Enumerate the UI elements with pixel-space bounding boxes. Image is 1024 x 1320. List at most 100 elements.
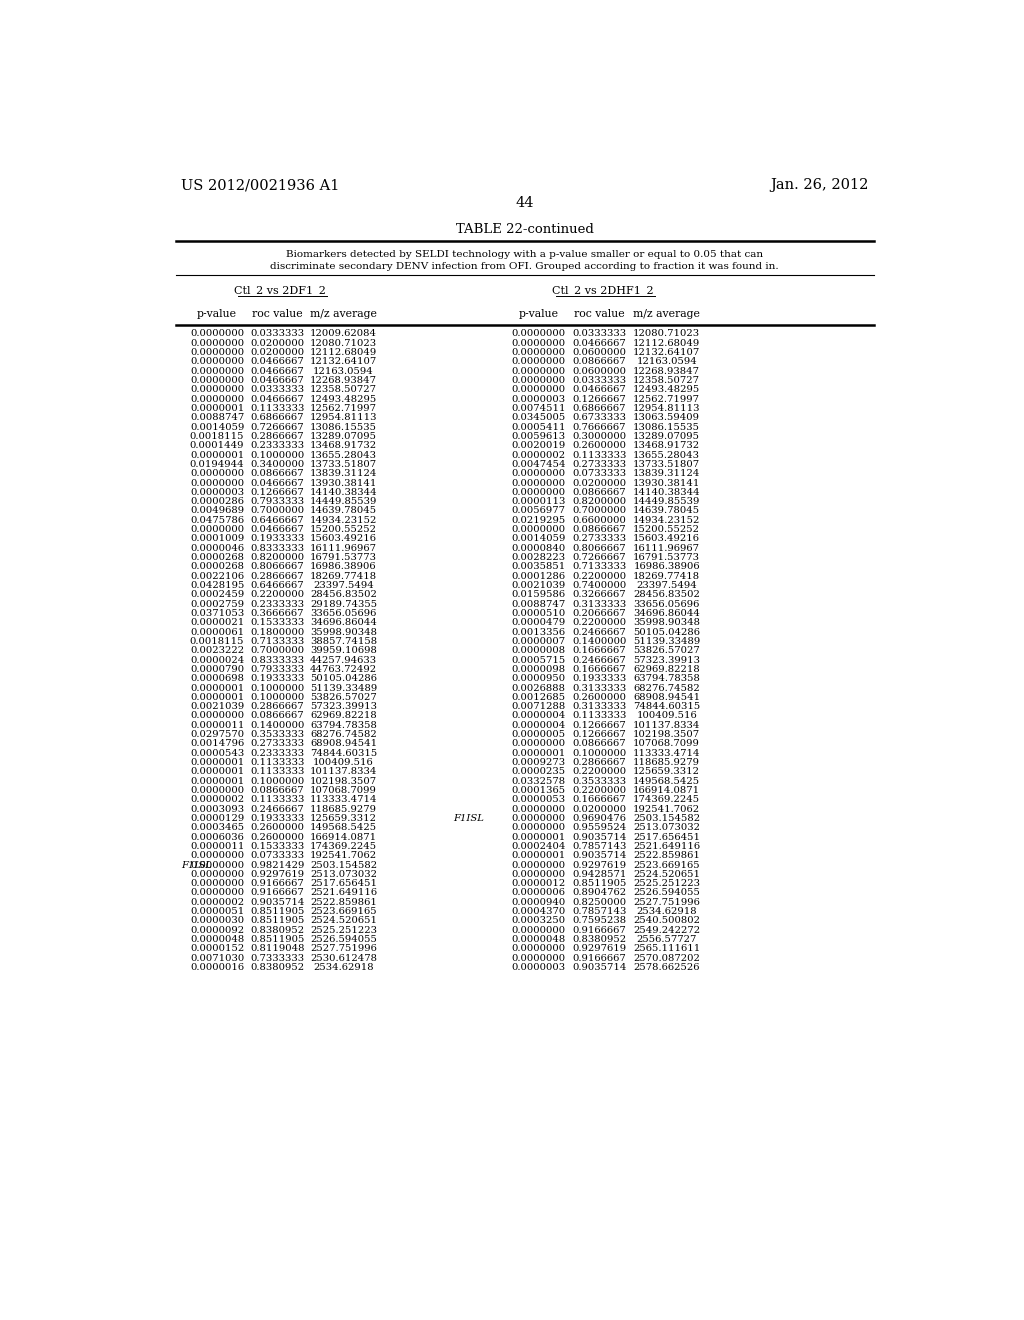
Text: 2540.500802: 2540.500802 xyxy=(633,916,700,925)
Text: 2521.649116: 2521.649116 xyxy=(633,842,700,851)
Text: 0.0866667: 0.0866667 xyxy=(251,785,304,795)
Text: 0.0000000: 0.0000000 xyxy=(512,925,566,935)
Text: 16791.53773: 16791.53773 xyxy=(633,553,700,562)
Text: 0.0088747: 0.0088747 xyxy=(512,599,566,609)
Text: 33656.05696: 33656.05696 xyxy=(634,599,699,609)
Text: 0.0000001: 0.0000001 xyxy=(190,404,245,413)
Text: 0.0000268: 0.0000268 xyxy=(190,562,244,572)
Text: 51139.33489: 51139.33489 xyxy=(633,638,700,645)
Text: 0.0000000: 0.0000000 xyxy=(190,367,244,376)
Text: 2525.251223: 2525.251223 xyxy=(633,879,700,888)
Text: 101137.8334: 101137.8334 xyxy=(633,721,700,730)
Text: 0.8333333: 0.8333333 xyxy=(251,544,304,553)
Text: 0.0000510: 0.0000510 xyxy=(512,609,566,618)
Text: 0.0003093: 0.0003093 xyxy=(190,805,244,813)
Text: 13086.15535: 13086.15535 xyxy=(633,422,700,432)
Text: m/z average: m/z average xyxy=(633,309,700,319)
Text: 34696.86044: 34696.86044 xyxy=(633,609,700,618)
Text: 0.6466667: 0.6466667 xyxy=(251,581,304,590)
Text: 0.7933333: 0.7933333 xyxy=(251,498,304,506)
Text: 0.1000000: 0.1000000 xyxy=(251,684,305,693)
Text: 0.0333333: 0.0333333 xyxy=(572,330,627,338)
Text: 38857.74158: 38857.74158 xyxy=(310,638,377,645)
Text: 0.0000268: 0.0000268 xyxy=(190,553,244,562)
Text: 0.0000001: 0.0000001 xyxy=(512,833,566,842)
Text: 13086.15535: 13086.15535 xyxy=(310,422,377,432)
Text: 166914.0871: 166914.0871 xyxy=(310,833,377,842)
Text: 0.1133333: 0.1133333 xyxy=(572,711,627,721)
Text: 0.8066667: 0.8066667 xyxy=(572,544,626,553)
Text: 0.8119048: 0.8119048 xyxy=(250,944,305,953)
Text: 44: 44 xyxy=(515,197,535,210)
Text: 0.0009273: 0.0009273 xyxy=(512,758,566,767)
Text: 0.0000021: 0.0000021 xyxy=(190,618,245,627)
Text: 0.1933333: 0.1933333 xyxy=(251,535,305,544)
Text: 0.7666667: 0.7666667 xyxy=(572,422,626,432)
Text: 50105.04286: 50105.04286 xyxy=(310,675,377,684)
Text: 0.0002459: 0.0002459 xyxy=(190,590,245,599)
Text: 166914.0871: 166914.0871 xyxy=(633,785,700,795)
Text: 0.8250000: 0.8250000 xyxy=(572,898,627,907)
Text: 0.1533333: 0.1533333 xyxy=(251,618,305,627)
Text: 35998.90348: 35998.90348 xyxy=(633,618,700,627)
Text: 0.1133333: 0.1133333 xyxy=(251,796,305,804)
Text: 0.2866667: 0.2866667 xyxy=(251,572,304,581)
Text: 0.0000129: 0.0000129 xyxy=(190,814,245,822)
Text: 0.7266667: 0.7266667 xyxy=(572,553,626,562)
Text: 0.0000046: 0.0000046 xyxy=(190,544,244,553)
Text: 0.8511905: 0.8511905 xyxy=(251,916,305,925)
Text: 0.0002404: 0.0002404 xyxy=(512,842,566,851)
Text: 107068.7099: 107068.7099 xyxy=(310,785,377,795)
Text: 0.0047454: 0.0047454 xyxy=(512,459,566,469)
Text: 0.1133333: 0.1133333 xyxy=(251,404,305,413)
Text: 14639.78045: 14639.78045 xyxy=(310,507,377,516)
Text: 0.0194944: 0.0194944 xyxy=(189,459,245,469)
Text: 0.3400000: 0.3400000 xyxy=(251,459,305,469)
Text: 0.2066667: 0.2066667 xyxy=(572,609,626,618)
Text: 149568.5425: 149568.5425 xyxy=(310,824,377,833)
Text: 0.0000053: 0.0000053 xyxy=(512,796,566,804)
Text: 0.0035851: 0.0035851 xyxy=(512,562,566,572)
Text: 0.0013356: 0.0013356 xyxy=(512,627,566,636)
Text: 0.0000048: 0.0000048 xyxy=(190,935,245,944)
Text: 16791.53773: 16791.53773 xyxy=(310,553,377,562)
Text: 12562.71997: 12562.71997 xyxy=(310,404,377,413)
Text: 0.0001365: 0.0001365 xyxy=(512,785,566,795)
Text: 0.0733333: 0.0733333 xyxy=(572,469,627,478)
Text: 0.0000000: 0.0000000 xyxy=(190,851,244,861)
Text: 0.8380952: 0.8380952 xyxy=(251,964,304,972)
Text: F1ISL: F1ISL xyxy=(454,814,484,822)
Text: roc value: roc value xyxy=(252,309,303,319)
Text: Biomarkers detected by SELDI technology with a p-value smaller or equal to 0.05 : Biomarkers detected by SELDI technology … xyxy=(287,251,763,259)
Text: 100409.516: 100409.516 xyxy=(636,711,697,721)
Text: 0.7933333: 0.7933333 xyxy=(251,665,304,675)
Text: 0.0000152: 0.0000152 xyxy=(190,944,245,953)
Text: 13655.28043: 13655.28043 xyxy=(310,450,377,459)
Text: 23397.5494: 23397.5494 xyxy=(636,581,697,590)
Text: 0.1266667: 0.1266667 xyxy=(572,395,626,404)
Text: 13655.28043: 13655.28043 xyxy=(633,450,700,459)
Text: 0.8333333: 0.8333333 xyxy=(251,656,304,664)
Text: 0.1666667: 0.1666667 xyxy=(572,796,626,804)
Text: 18269.77418: 18269.77418 xyxy=(633,572,700,581)
Text: 2523.669165: 2523.669165 xyxy=(633,861,700,870)
Text: 0.0866667: 0.0866667 xyxy=(251,711,304,721)
Text: 15200.55252: 15200.55252 xyxy=(633,525,700,535)
Text: 0.9297619: 0.9297619 xyxy=(251,870,304,879)
Text: 0.9166667: 0.9166667 xyxy=(572,925,626,935)
Text: 0.2866667: 0.2866667 xyxy=(251,432,304,441)
Text: 13930.38141: 13930.38141 xyxy=(633,479,700,487)
Text: 0.0866667: 0.0866667 xyxy=(572,525,626,535)
Text: 0.1266667: 0.1266667 xyxy=(572,721,626,730)
Text: 0.0866667: 0.0866667 xyxy=(572,358,626,367)
Text: 2525.251223: 2525.251223 xyxy=(310,925,377,935)
Text: 0.0200000: 0.0200000 xyxy=(251,339,304,347)
Text: 0.7857143: 0.7857143 xyxy=(572,842,627,851)
Text: 0.0000007: 0.0000007 xyxy=(512,638,566,645)
Text: 34696.86044: 34696.86044 xyxy=(310,618,377,627)
Text: 12954.81113: 12954.81113 xyxy=(633,404,700,413)
Text: 0.0000000: 0.0000000 xyxy=(512,805,566,813)
Text: 68908.94541: 68908.94541 xyxy=(633,693,700,702)
Text: 0.0000000: 0.0000000 xyxy=(190,376,244,385)
Text: 0.8380952: 0.8380952 xyxy=(572,935,627,944)
